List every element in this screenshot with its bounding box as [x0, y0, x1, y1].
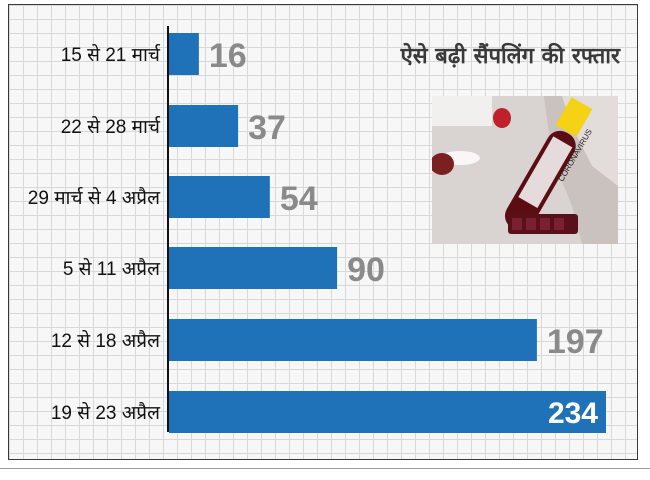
bar-3: [169, 176, 270, 218]
category-label: 19 से 23 अप्रैल: [51, 401, 161, 424]
data-label: 16: [209, 37, 247, 75]
category-label: 5 से 11 अप्रैल: [63, 257, 161, 280]
bar-5: [169, 319, 537, 361]
bar-1: [169, 33, 199, 75]
category-label: 22 से 28 मार्च: [61, 115, 161, 138]
data-label: 234: [548, 397, 598, 430]
bar-2: [169, 105, 239, 147]
coronavirus-test-tube-photo-icon: CORONAVIRUS: [432, 96, 618, 244]
category-label: 29 मार्च से 4 अप्रैल: [28, 186, 161, 209]
chart-title: ऐसे बढ़ी सैंपलिंग की रफ्तार: [400, 44, 620, 69]
data-label: 197: [547, 323, 604, 361]
bar-6: [169, 391, 606, 433]
bottom-rule: [0, 468, 650, 469]
test-tube-photo: CORONAVIRUS: [432, 96, 618, 244]
data-label: 90: [347, 251, 385, 289]
category-label: 15 से 21 मार्च: [61, 43, 161, 66]
category-label: 12 से 18 अप्रैल: [51, 329, 161, 352]
data-label: 54: [280, 180, 318, 218]
bar-4: [169, 247, 338, 289]
data-label: 37: [248, 109, 286, 147]
